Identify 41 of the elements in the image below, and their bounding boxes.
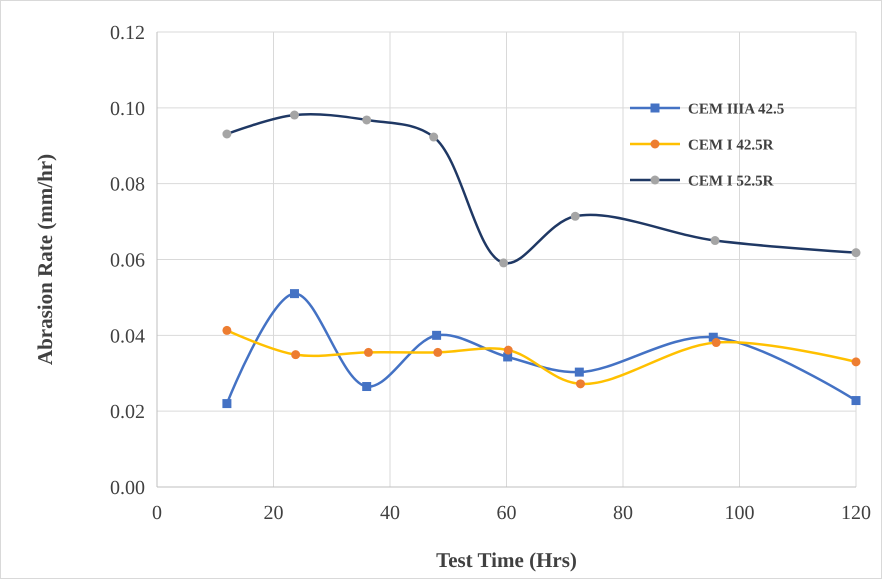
legend-label: CEM IIIA 42.5	[688, 101, 784, 118]
point	[222, 326, 232, 335]
x-tick-label: 100	[724, 502, 754, 524]
point	[364, 348, 373, 357]
point	[290, 110, 299, 120]
legend-label: CEM I 52.5R	[688, 173, 774, 190]
point	[504, 346, 513, 355]
point	[432, 330, 442, 340]
point	[362, 382, 372, 392]
point	[576, 379, 585, 388]
point	[222, 399, 232, 408]
y-tick-label: 0.08	[110, 174, 145, 196]
y-tick-label: 0.12	[110, 22, 145, 44]
point	[852, 248, 860, 258]
point	[362, 115, 372, 124]
x-axis-title: Test Time (Hrs)	[436, 548, 577, 572]
point	[852, 357, 860, 366]
y-tick-label: 0.02	[110, 401, 145, 424]
x-tick-label: 80	[613, 502, 633, 524]
x-tick-label: 0	[152, 502, 162, 524]
point	[574, 368, 584, 377]
point	[429, 132, 438, 142]
y-tick-label: 0.00	[110, 477, 145, 499]
point	[852, 396, 860, 406]
point	[433, 348, 442, 357]
x-tick-label: 40	[380, 502, 400, 524]
legend-label: CEM I 42.5R	[688, 137, 774, 154]
y-tick-label: 0.10	[110, 98, 145, 120]
point	[499, 258, 508, 268]
y-axis-title: Abrasion Rate (mm/hr)	[33, 154, 57, 366]
x-tick-label: 60	[496, 502, 516, 524]
point	[222, 129, 232, 138]
y-tick-label: 0.06	[110, 250, 145, 272]
x-tick-label: 20	[264, 502, 284, 524]
point	[712, 338, 721, 348]
x-tick-label: 120	[841, 502, 871, 524]
point	[570, 212, 580, 221]
point	[291, 350, 300, 360]
point	[710, 236, 720, 246]
y-tick-label: 0.04	[110, 325, 145, 348]
point	[290, 289, 299, 298]
